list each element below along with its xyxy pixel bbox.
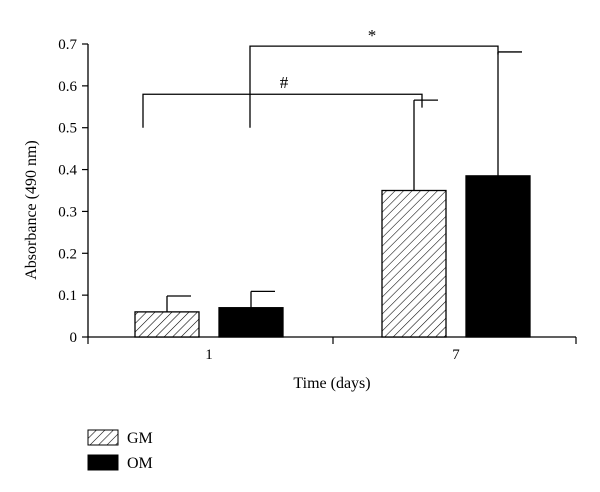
y-tick-label: 0.4 (58, 163, 77, 179)
y-tick-label: 0.6 (58, 79, 77, 95)
bar-gm-7 (381, 189, 447, 338)
significance-label-hash: # (280, 73, 289, 92)
bar-om-7 (465, 175, 531, 338)
bar-om-1 (218, 307, 284, 338)
legend-swatch-gm (87, 429, 119, 446)
y-axis-ticks: 0 0.1 0.2 0.3 0.4 0.5 0.6 0.7 (58, 37, 88, 346)
x-tick-label: 7 (452, 347, 460, 363)
y-tick-label: 0.5 (58, 121, 77, 137)
legend: GM OM (87, 429, 153, 472)
plot-area (87, 44, 576, 338)
bracket-star (249, 45, 499, 128)
y-tick-label: 0 (70, 330, 78, 346)
x-axis-label: Time (days) (293, 375, 370, 392)
y-tick-label: 0.2 (58, 246, 77, 262)
y-tick-label: 0.3 (58, 204, 77, 220)
significance-brackets: #* (142, 26, 499, 128)
x-tick-label: 1 (205, 347, 213, 363)
y-tick-label: 0.7 (58, 37, 77, 53)
bar-gm-1 (134, 311, 200, 338)
bracket-hash (142, 93, 423, 128)
significance-label-star: * (368, 26, 377, 45)
legend-swatch-om (87, 454, 119, 471)
legend-label-om: OM (127, 455, 153, 472)
y-axis-label: Absorbance (490 nm) (23, 140, 40, 280)
legend-label-gm: GM (127, 430, 153, 447)
y-tick-label: 0.1 (58, 288, 77, 304)
